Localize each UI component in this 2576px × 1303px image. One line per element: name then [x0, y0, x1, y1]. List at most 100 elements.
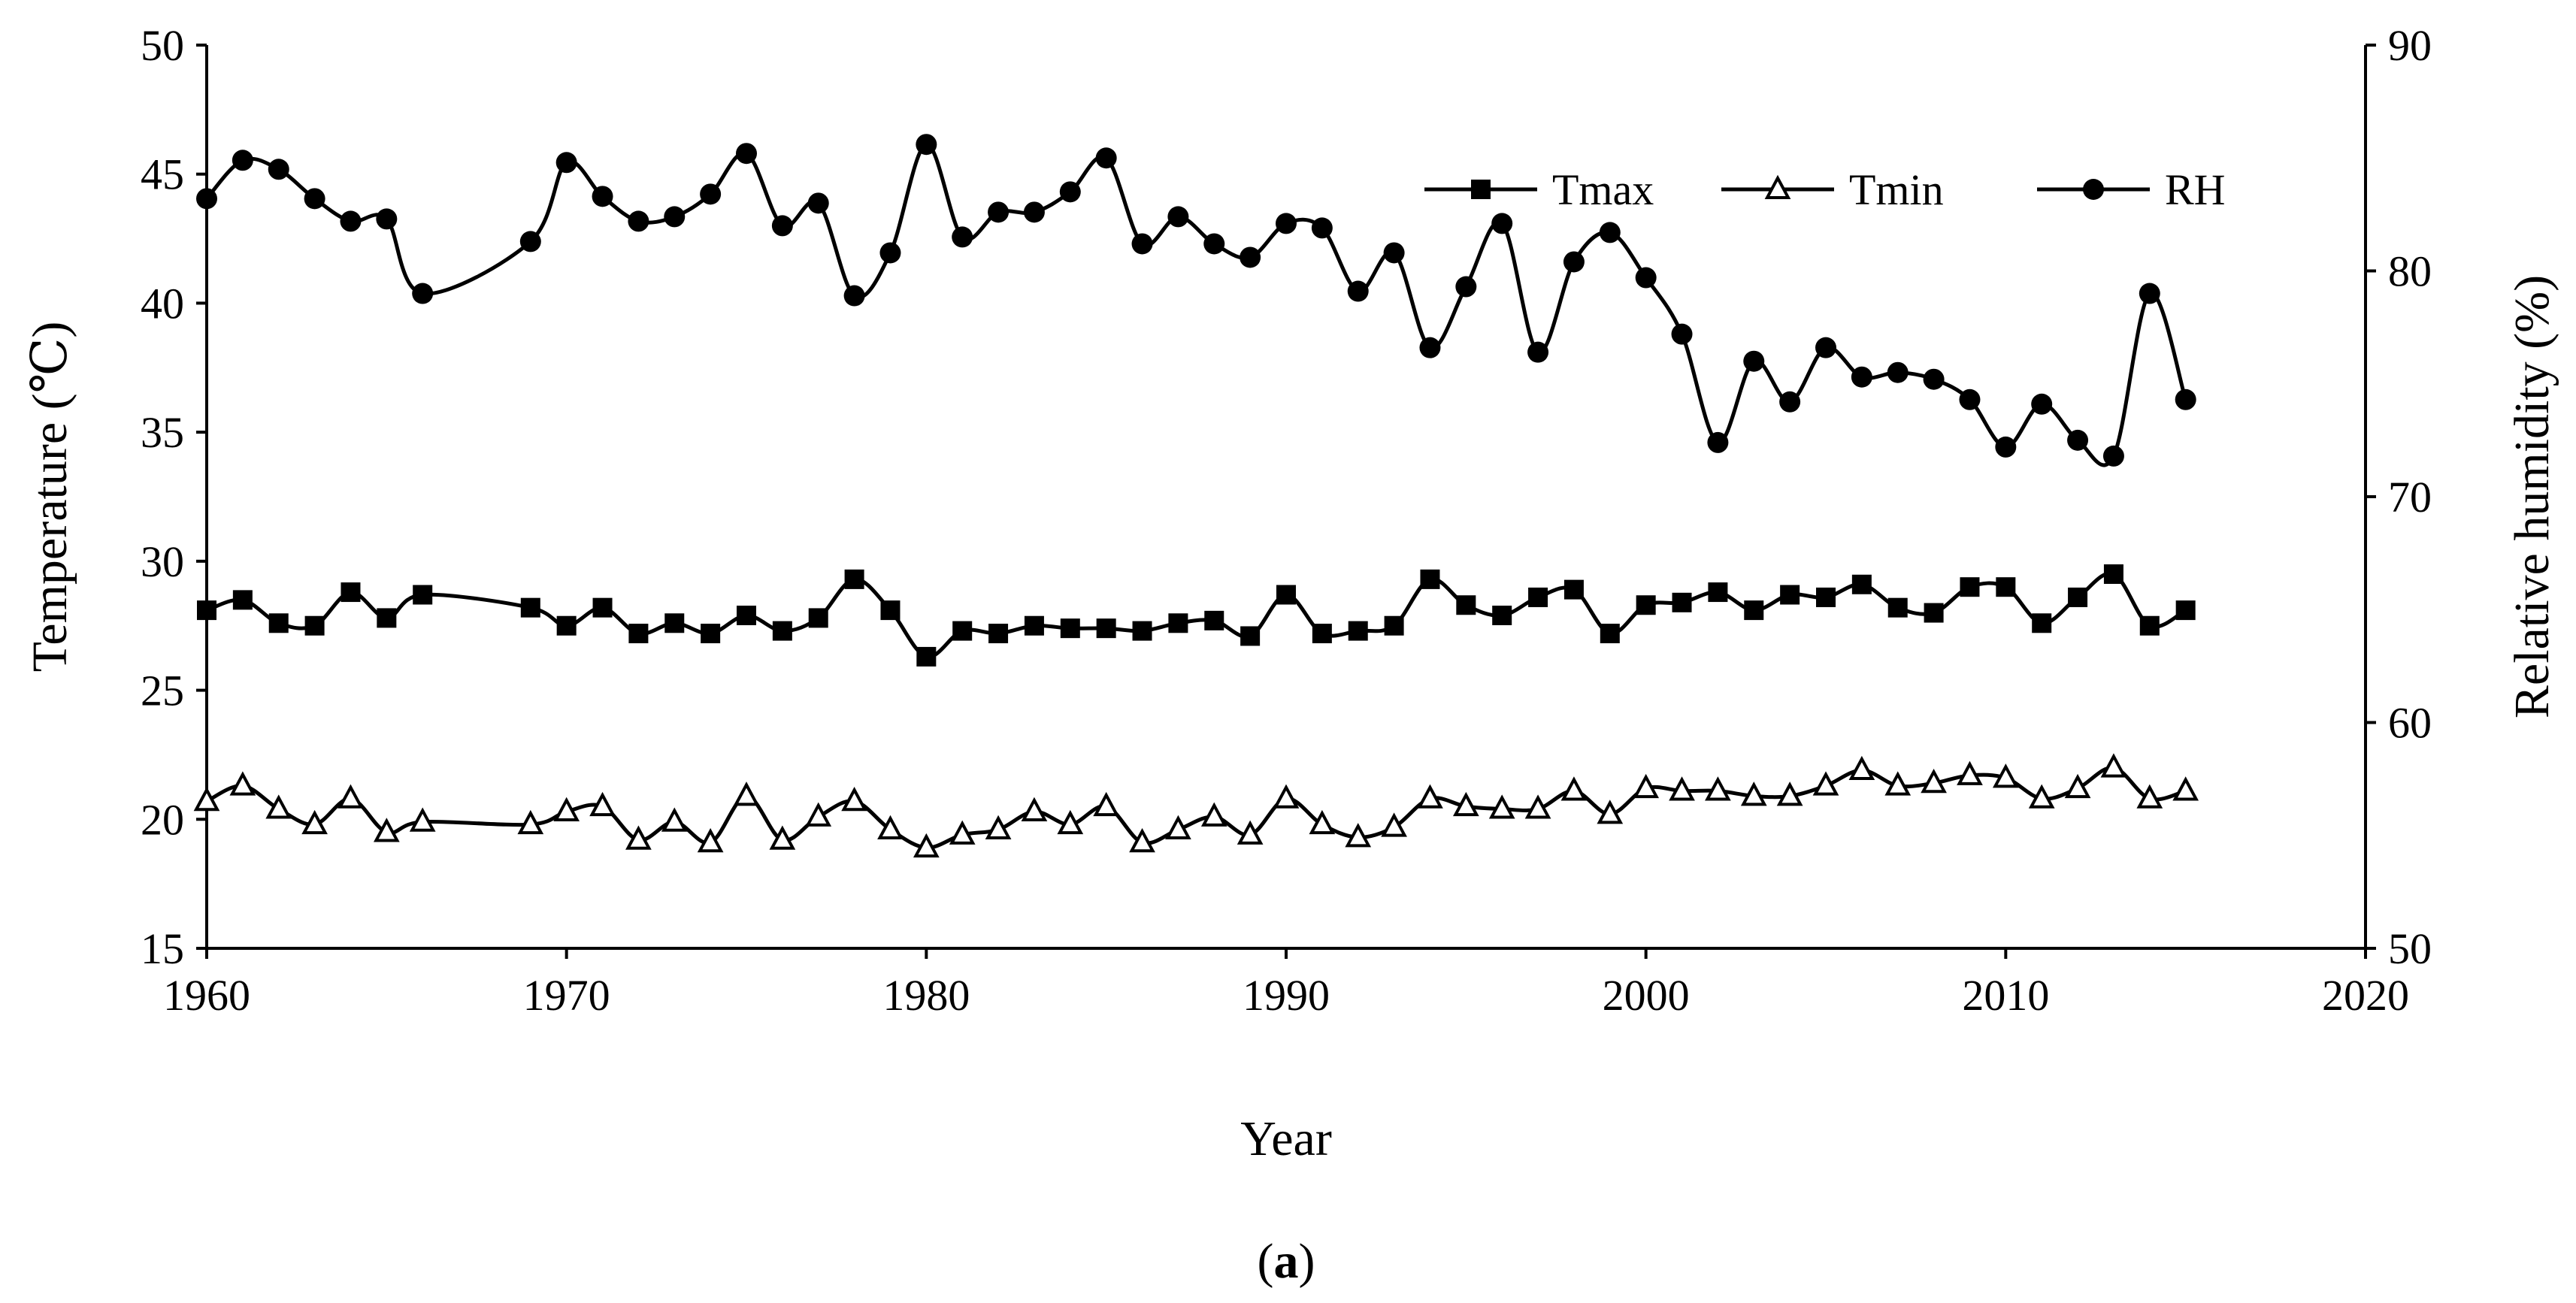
data-point-tmin [1165, 815, 1191, 840]
data-point-tmin [2136, 784, 2163, 809]
data-point-rh [232, 150, 253, 171]
data-point-tmin [1452, 791, 1479, 817]
ticks [196, 44, 2376, 959]
caption-close: ) [1299, 1234, 1315, 1289]
data-point-tmin [1633, 773, 1660, 799]
data-point-tmin [1129, 827, 1155, 853]
data-point-tmin [1560, 776, 1588, 801]
data-point-rh [1419, 337, 1441, 358]
data-point-rh [1599, 222, 1621, 243]
data-point-tmin [769, 825, 796, 850]
y-tick-label: 15 [141, 924, 184, 973]
legend-item-tmax: Tmax [1424, 165, 1654, 214]
right-y-axis-title: Relative humidity (%) [2505, 275, 2559, 718]
data-point-tmax [1276, 585, 1296, 605]
legend-label-rh: RH [2165, 165, 2226, 214]
data-point-rh [879, 242, 901, 264]
data-point-rh [1491, 213, 1513, 234]
left-y-axis-title: Temperature (℃) [23, 322, 77, 673]
data-point-rh [1276, 213, 1297, 234]
data-point-tmin [1488, 794, 1515, 819]
data-point-tmax [1240, 626, 1261, 646]
data-point-tmax [1887, 597, 1908, 618]
data-point-tmax [880, 600, 901, 621]
data-point-rh [2175, 388, 2196, 410]
data-point-tmax [1492, 605, 1512, 625]
data-point-tmin [2028, 784, 2055, 809]
y2-tick-label: 50 [2388, 924, 2432, 973]
data-point-tmin [193, 787, 220, 812]
y-tick-label: 30 [141, 537, 184, 586]
data-point-tmin [1093, 791, 1120, 817]
data-point-tmax [268, 613, 289, 633]
data-point-tmax [1348, 621, 1368, 641]
legend: Tmax Tmin RH [1424, 165, 2226, 214]
data-point-tmin [1669, 776, 1695, 801]
y-tick-label: 20 [141, 795, 184, 844]
data-point-rh [1563, 251, 1585, 273]
data-point-tmax [197, 600, 216, 621]
data-point-tmax [952, 621, 973, 641]
data-point-rh [1347, 280, 1369, 302]
data-point-tmax [377, 608, 397, 628]
data-point-tmin [1740, 781, 1767, 806]
data-point-tmax [1096, 618, 1116, 639]
data-point-tmax [737, 605, 756, 625]
data-point-tmax [1024, 615, 1044, 636]
data-point-tmax [1851, 574, 1872, 594]
data-point-rh [1779, 391, 1801, 413]
y2-tick-label: 80 [2388, 247, 2432, 296]
data-point-rh [1167, 206, 1189, 228]
data-point-tmax [304, 615, 325, 636]
data-point-tmin [877, 815, 904, 840]
data-point-tmax [1204, 610, 1224, 630]
data-point-tmax [232, 590, 253, 610]
data-point-tmin [1345, 823, 1372, 848]
data-point-tmax [1708, 582, 1728, 603]
data-point-rh [771, 215, 793, 237]
data-point-rh [916, 134, 937, 156]
data-point-rh [2102, 445, 2124, 467]
data-point-tmax [1420, 569, 1440, 589]
data-point-tmax [2175, 600, 2196, 621]
x-tick-label: 2010 [1962, 971, 2049, 1020]
series-line-tmin [205, 766, 2187, 850]
data-point-tmax [1528, 587, 1548, 607]
data-point-tmin [1237, 820, 1264, 845]
data-point-tmin [1309, 809, 1336, 835]
data-point-tmax [1744, 600, 1764, 621]
data-point-rh [1383, 242, 1405, 264]
data-point-tmin [661, 807, 688, 832]
data-point-rh [988, 201, 1010, 223]
data-point-tmax [1816, 587, 1836, 607]
data-point-tmax [1384, 615, 1404, 636]
data-point-tmin [1921, 768, 1947, 794]
data-point-rh [1131, 233, 1153, 255]
caption-letter: a [1274, 1234, 1299, 1289]
data-point-tmin [1957, 760, 1983, 785]
data-point-tmin [1200, 802, 1227, 827]
y2-tick-label: 70 [2388, 473, 2432, 522]
legend-marker-rh [2083, 179, 2104, 200]
data-point-rh [952, 226, 973, 248]
data-point-tmax [1168, 613, 1188, 633]
data-point-rh [1887, 361, 1909, 383]
data-point-rh [1023, 201, 1045, 223]
x-tick-label: 1970 [523, 971, 610, 1020]
data-point-tmax [1960, 577, 1980, 597]
data-point-rh [340, 210, 362, 232]
data-point-tmin [1884, 771, 1912, 796]
data-point-rh [1743, 350, 1765, 372]
data-point-rh [592, 186, 613, 207]
data-point-tmin [409, 807, 436, 832]
series-tmax [197, 564, 2196, 667]
figure-caption: (a) [1258, 1234, 1315, 1289]
data-point-rh [1671, 323, 1693, 345]
data-point-tmax [1563, 579, 1584, 600]
data-point-tmin [517, 809, 544, 835]
data-point-rh [2139, 283, 2160, 304]
data-point-tmax [2032, 613, 2052, 633]
data-point-rh [1851, 366, 1872, 388]
data-point-rh [700, 183, 722, 205]
